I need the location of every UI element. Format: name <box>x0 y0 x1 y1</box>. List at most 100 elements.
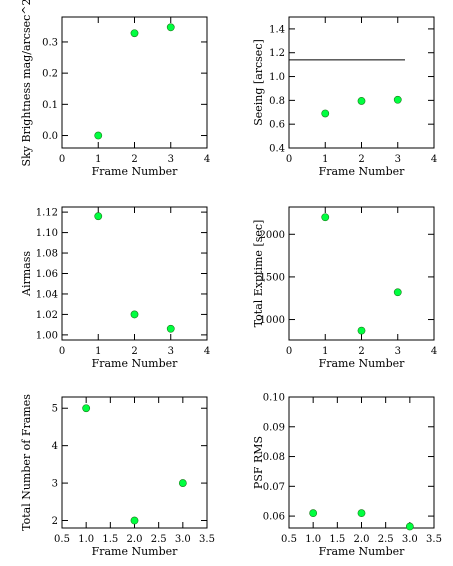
y-tick-label: 1.02 <box>36 310 58 321</box>
x-tick-label: 2 <box>131 154 137 165</box>
y-tick-label: 1.12 <box>36 208 58 219</box>
x-tick-label: 1.5 <box>329 534 345 545</box>
data-point <box>357 509 366 518</box>
y-tick-label: 0.0 <box>42 131 58 142</box>
y-tick-label: 1.0 <box>269 72 285 83</box>
x-tick-label: 1 <box>95 154 101 165</box>
x-tick-label: 4 <box>204 154 210 165</box>
plot-frame <box>288 206 435 341</box>
chart-panel-2: 0 1 2 3 4 0.4 0.6 0.8 1.0 1.2 1.4 Frame Number Seein… <box>252 16 437 178</box>
x-tick-label: 4 <box>431 154 437 165</box>
y-tick-label: 2000 <box>260 230 285 241</box>
x-axis-title: Frame Number <box>319 545 406 558</box>
plot-frame <box>61 206 208 341</box>
plot-frame <box>288 16 435 149</box>
x-tick-label: 0 <box>286 154 292 165</box>
y-tick-label: 1.08 <box>36 249 58 260</box>
data-point <box>393 288 402 297</box>
x-tick-label: 2 <box>131 346 137 357</box>
x-tick-label: 1 <box>95 346 101 357</box>
x-axis-title: Frame Number <box>92 165 179 178</box>
x-tick-label: 3 <box>395 346 401 357</box>
x-tick-label: 1 <box>322 154 328 165</box>
x-tick-label: 3.0 <box>175 534 191 545</box>
x-tick-label: 0.5 <box>54 534 70 545</box>
x-tick-label: 3.0 <box>402 534 418 545</box>
x-tick-label: 0 <box>286 346 292 357</box>
x-tick-label: 4 <box>204 346 210 357</box>
x-tick-label: 1 <box>322 346 328 357</box>
y-tick-label: 0.07 <box>263 482 285 493</box>
x-tick-label: 2 <box>358 346 364 357</box>
y-tick-label: 5 <box>52 404 58 415</box>
x-axis-title: Frame Number <box>319 357 406 370</box>
data-point <box>94 131 103 140</box>
chart-panel-3: 0 1 2 3 4 1.00 1.02 1.04 1.06 1.08 1.10 1.12 Frame N… <box>20 206 210 370</box>
chart-panel-5: 0.5 1.0 1.5 2.0 2.5 3.0 3.5 2 3 4 5 Frame Number Tot… <box>20 394 215 558</box>
data-point <box>405 522 414 531</box>
y-axis-title: Seeing [arcsec] <box>252 39 265 126</box>
x-tick-label: 3.5 <box>426 534 442 545</box>
x-axis-title: Frame Number <box>92 357 179 370</box>
data-point <box>309 509 318 518</box>
y-tick-label: 1.2 <box>269 48 285 59</box>
x-tick-label: 0.5 <box>281 534 297 545</box>
x-tick-label: 2.5 <box>378 534 394 545</box>
x-tick-label: 0 <box>59 346 65 357</box>
data-point <box>130 310 139 319</box>
y-tick-label: 1000 <box>260 315 285 326</box>
data-point <box>393 95 402 104</box>
x-tick-label: 1.0 <box>305 534 321 545</box>
data-point <box>166 23 175 32</box>
y-axis-title: Airmass <box>20 251 33 297</box>
data-point <box>130 516 139 525</box>
y-axis-title: Sky Brightness mag/arcsec^2 <box>20 0 33 166</box>
x-tick-label: 3 <box>168 154 174 165</box>
y-tick-label: 0.09 <box>263 422 285 433</box>
y-tick-label: 3 <box>52 479 58 490</box>
chart-panel-4: 0 1 2 3 4 1000 1500 2000 Frame Number Total Expti… <box>252 206 437 370</box>
x-tick-label: 3 <box>395 154 401 165</box>
plot-frame <box>61 396 208 529</box>
data-point <box>178 479 187 487</box>
y-tick-label: 1500 <box>260 272 285 283</box>
data-point <box>321 109 330 118</box>
y-tick-label: 4 <box>52 441 58 452</box>
x-tick-label: 2.5 <box>151 534 167 545</box>
y-tick-label: 0.1 <box>42 100 58 111</box>
data-point <box>357 97 366 105</box>
y-tick-label: 0.3 <box>42 37 58 48</box>
y-axis-title: Total Exptime [sec] <box>252 220 265 328</box>
y-axis-title: Total Number of Frames <box>20 394 33 531</box>
y-tick-label: 0.08 <box>263 452 285 463</box>
data-point <box>166 324 175 333</box>
x-tick-label: 3 <box>168 346 174 357</box>
y-tick-label: 1.04 <box>36 289 58 300</box>
y-tick-label: 0.4 <box>269 144 285 155</box>
x-axis-title: Frame Number <box>92 545 179 558</box>
plot-frame <box>288 396 435 529</box>
data-point <box>130 29 139 38</box>
data-point <box>82 404 91 413</box>
x-tick-label: 0 <box>59 154 65 165</box>
y-tick-label: 0.6 <box>269 120 285 131</box>
y-tick-label: 1.10 <box>36 228 58 239</box>
y-axis-title: PSF RMS <box>252 436 265 489</box>
y-tick-label: 0.8 <box>269 96 285 107</box>
data-point <box>321 213 330 222</box>
y-tick-label: 1.06 <box>36 269 58 280</box>
x-tick-label: 4 <box>431 346 437 357</box>
y-tick-label: 1.00 <box>36 330 58 341</box>
y-tick-label: 1.4 <box>269 24 285 35</box>
y-tick-label: 0.2 <box>42 69 58 80</box>
x-tick-label: 2.0 <box>127 534 143 545</box>
data-point <box>357 326 366 335</box>
y-tick-label: 2 <box>52 516 58 527</box>
x-tick-label: 2.0 <box>354 534 370 545</box>
y-tick-label: 0.10 <box>263 393 285 404</box>
data-point <box>94 212 103 221</box>
y-tick-label: 0.06 <box>263 512 285 523</box>
chart-panel-6: 0.5 1.0 1.5 2.0 2.5 3.0 3.5 0.06 0.07 0.08 0.09 0.1… <box>252 393 442 559</box>
x-tick-label: 1.5 <box>102 534 118 545</box>
